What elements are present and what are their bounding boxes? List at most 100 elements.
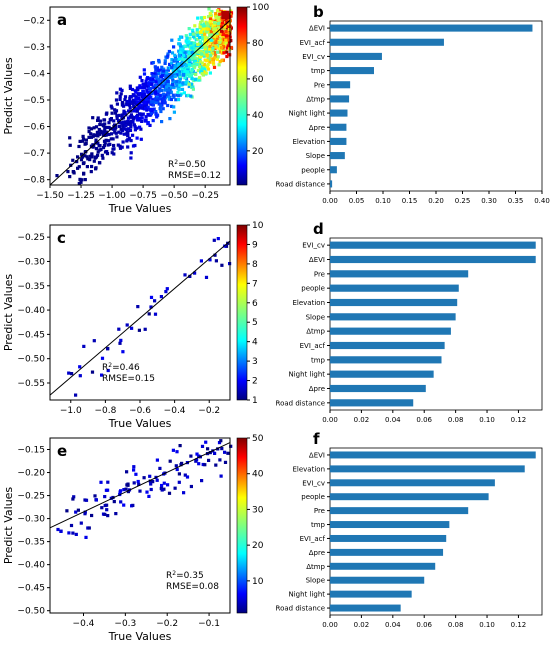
density-cell	[186, 68, 190, 72]
density-cell	[183, 44, 187, 48]
plot-frame	[329, 237, 543, 411]
panel-e: −0.4 −0.3 −0.2 −0.1 −0.50 −0.45 −0.40 −0.35 −0.3…	[2, 434, 264, 643]
density-cell	[122, 503, 126, 507]
density-cell	[181, 81, 185, 85]
density-cell	[200, 67, 204, 71]
density-cell	[100, 373, 104, 377]
density-cell	[207, 7, 211, 11]
density-cell	[96, 153, 100, 157]
density-cell	[159, 88, 163, 92]
density-cell	[106, 346, 110, 351]
y-tick-label: −0.45	[17, 584, 45, 594]
density-cell	[176, 67, 180, 71]
density-cell	[111, 137, 115, 141]
density-cell	[167, 94, 171, 98]
density-cell	[160, 65, 164, 69]
density-cell	[164, 290, 168, 294]
density-cell	[144, 97, 148, 101]
density-cell	[149, 482, 153, 486]
density-cell	[194, 72, 198, 76]
density-cell	[136, 88, 140, 92]
density-cell	[219, 23, 223, 27]
x-tick-label: 0.08	[448, 621, 464, 629]
density-cells	[67, 237, 232, 397]
y-tick-label: −0.35	[17, 282, 45, 292]
density-cell	[180, 87, 185, 91]
density-cell	[78, 365, 82, 369]
density-cell	[107, 139, 111, 143]
density-cell	[199, 16, 203, 20]
density-cell	[101, 146, 106, 150]
x-tick-label: 0.08	[448, 416, 464, 424]
density-cell	[75, 160, 79, 164]
density-cell	[146, 100, 150, 104]
density-cell	[217, 63, 221, 67]
density-cell	[110, 151, 114, 155]
density-cell	[191, 85, 195, 89]
density-cell	[152, 107, 156, 111]
density-cell	[192, 41, 196, 45]
density-cell	[109, 137, 113, 141]
density-cell	[149, 487, 153, 492]
density-cell	[178, 444, 182, 448]
density-cell	[105, 132, 109, 136]
density-cell	[187, 63, 191, 67]
density-cell	[195, 452, 199, 456]
density-cell	[213, 41, 217, 45]
y-tick-label: −0.30	[17, 515, 45, 525]
density-cell	[163, 101, 167, 105]
density-cell	[81, 153, 85, 157]
density-cell	[134, 115, 139, 119]
x-tick-label: 0.05	[349, 197, 365, 205]
category-label: Pre	[314, 507, 325, 515]
density-cell	[220, 29, 224, 33]
density-cell	[144, 106, 148, 110]
density-cell	[129, 156, 133, 160]
density-cell	[205, 24, 210, 29]
density-cell	[142, 476, 146, 480]
density-cell	[129, 125, 133, 129]
density-cell	[151, 100, 155, 104]
density-cell	[110, 132, 114, 136]
density-cell	[175, 450, 179, 454]
x-axis-label: True Values	[108, 417, 172, 430]
category-label: Δtmp	[306, 95, 325, 103]
density-cell	[202, 67, 206, 71]
density-cell	[177, 480, 181, 484]
density-cell	[226, 40, 230, 44]
density-cell	[147, 82, 151, 86]
density-cell	[213, 253, 217, 257]
density-cell	[202, 62, 206, 66]
r2-value: =0.46	[112, 363, 140, 373]
density-cell	[188, 274, 192, 278]
category-label: Road distance	[276, 399, 325, 407]
density-cell	[162, 67, 166, 71]
density-cell	[149, 295, 154, 299]
density-cell	[87, 130, 91, 134]
bar	[330, 313, 456, 321]
density-cell	[128, 86, 132, 90]
density-cell	[185, 36, 189, 40]
density-cell	[193, 24, 197, 28]
density-cell	[176, 62, 181, 66]
density-cell	[198, 36, 202, 40]
colorbar-tick-label: 9	[252, 240, 258, 250]
density-cell	[213, 451, 217, 455]
density-cell	[220, 447, 224, 451]
density-cell	[166, 66, 170, 70]
density-cell	[118, 341, 122, 345]
density-cell	[190, 50, 194, 54]
density-cell	[76, 508, 80, 512]
y-tick-label: −0.50	[17, 355, 45, 365]
density-cell	[149, 102, 153, 106]
density-cell	[72, 495, 76, 499]
density-cell	[220, 46, 224, 50]
density-cell	[140, 79, 144, 83]
bar	[330, 356, 442, 364]
density-cell	[177, 472, 181, 476]
bar	[330, 341, 445, 350]
density-cell	[222, 51, 226, 55]
y-axis-label: Predict Values	[2, 487, 15, 565]
density-cell	[151, 480, 155, 484]
density-cell	[207, 47, 211, 51]
